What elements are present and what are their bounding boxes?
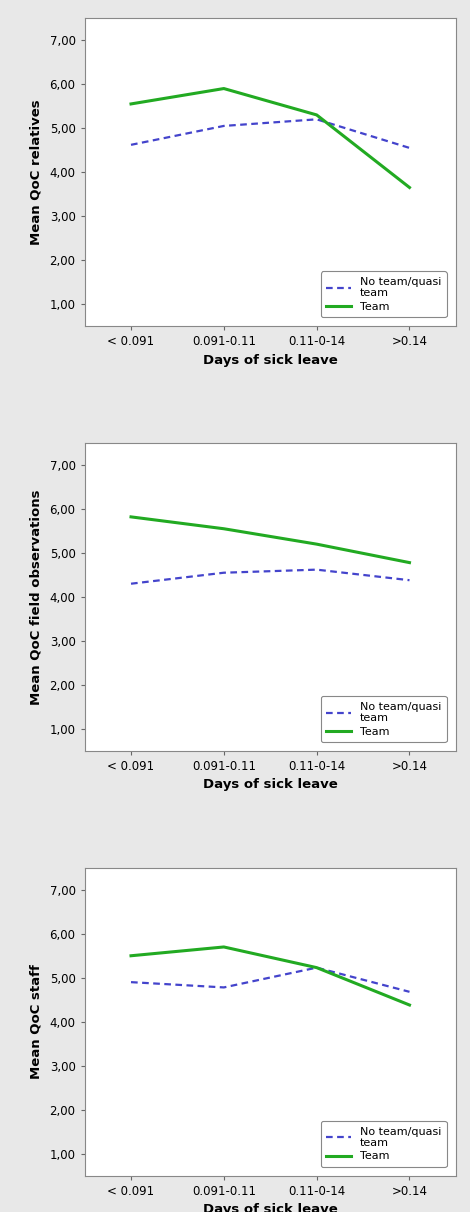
Y-axis label: Mean QoC staff: Mean QoC staff (30, 965, 43, 1079)
X-axis label: Days of sick leave: Days of sick leave (203, 778, 337, 791)
X-axis label: Days of sick leave: Days of sick leave (203, 354, 337, 366)
Y-axis label: Mean QoC field observations: Mean QoC field observations (30, 490, 43, 704)
Legend: No team/quasi
team, Team: No team/quasi team, Team (321, 696, 446, 742)
X-axis label: Days of sick leave: Days of sick leave (203, 1204, 337, 1212)
Legend: No team/quasi
team, Team: No team/quasi team, Team (321, 1121, 446, 1167)
Y-axis label: Mean QoC relatives: Mean QoC relatives (30, 99, 43, 245)
Legend: No team/quasi
team, Team: No team/quasi team, Team (321, 271, 446, 318)
